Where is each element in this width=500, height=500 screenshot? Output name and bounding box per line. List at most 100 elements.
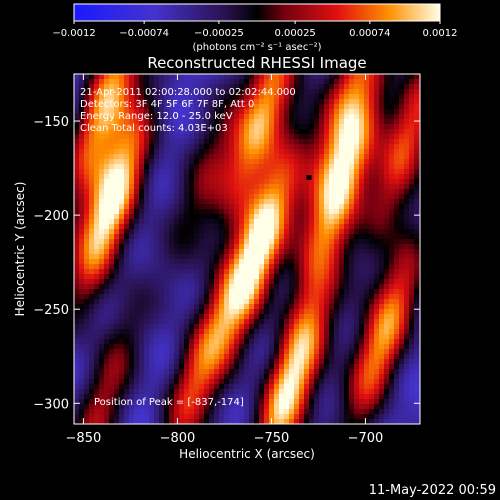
- heatmap-cell: [389, 139, 395, 145]
- heatmap-cell: [229, 314, 235, 320]
- heatmap-cell: [374, 159, 380, 165]
- heatmap-cell: [244, 384, 250, 390]
- heatmap-cell: [384, 189, 390, 195]
- heatmap-cell: [269, 134, 275, 140]
- heatmap-cell: [384, 279, 390, 285]
- heatmap-cell: [174, 179, 180, 185]
- heatmap-cell: [179, 379, 185, 385]
- heatmap-cell: [94, 234, 100, 240]
- heatmap-cell: [199, 129, 205, 135]
- heatmap-cell: [269, 264, 275, 270]
- heatmap-cell: [354, 129, 360, 135]
- heatmap-cell: [299, 79, 305, 85]
- heatmap-cell: [194, 104, 200, 110]
- heatmap-cell: [394, 184, 400, 190]
- heatmap-cell: [314, 274, 320, 280]
- heatmap-cell: [214, 154, 220, 160]
- heatmap-cell: [309, 419, 315, 424]
- heatmap-cell: [374, 109, 380, 115]
- heatmap-cell: [319, 254, 325, 260]
- heatmap-cell: [189, 194, 195, 200]
- heatmap-cell: [384, 179, 390, 185]
- heatmap-cell: [304, 329, 310, 335]
- heatmap-cell: [179, 154, 185, 160]
- heatmap-cell: [229, 414, 235, 420]
- heatmap-cell: [304, 244, 310, 250]
- heatmap-cell: [184, 279, 190, 285]
- heatmap-cell: [239, 139, 245, 145]
- heatmap-cell: [159, 254, 165, 260]
- heatmap-cell: [124, 164, 130, 170]
- heatmap-cell: [329, 244, 335, 250]
- heatmap-cell: [194, 274, 200, 280]
- heatmap-cell: [389, 379, 395, 385]
- heatmap-cell: [154, 394, 160, 400]
- heatmap-cell: [354, 419, 360, 424]
- heatmap-cell: [374, 284, 380, 290]
- heatmap-cell: [119, 134, 125, 140]
- heatmap-cell: [279, 414, 285, 420]
- heatmap-cell: [334, 194, 340, 200]
- heatmap-cell: [104, 404, 110, 410]
- heatmap-cell: [379, 409, 385, 415]
- heatmap-cell: [159, 174, 165, 180]
- heatmap-cell: [214, 129, 220, 135]
- heatmap-cell: [184, 129, 190, 135]
- heatmap-cell: [139, 294, 145, 300]
- heatmap-cell: [254, 179, 260, 185]
- heatmap-cell: [199, 314, 205, 320]
- heatmap-cell: [354, 84, 360, 90]
- heatmap-cell: [239, 169, 245, 175]
- heatmap-cell: [169, 184, 175, 190]
- heatmap-cell: [99, 164, 105, 170]
- heatmap-cell: [194, 379, 200, 385]
- heatmap-cell: [319, 374, 325, 380]
- heatmap-cell: [194, 194, 200, 200]
- heatmap-cell: [239, 354, 245, 360]
- heatmap-cell: [84, 134, 90, 140]
- heatmap-cell: [339, 219, 345, 225]
- heatmap-cell: [109, 244, 115, 250]
- heatmap-cell: [319, 154, 325, 160]
- heatmap-cell: [379, 299, 385, 305]
- heatmap-cell: [189, 374, 195, 380]
- heatmap-cell: [179, 224, 185, 230]
- heatmap-cell: [259, 189, 265, 195]
- heatmap-cell: [219, 194, 225, 200]
- heatmap-cell: [89, 234, 95, 240]
- heatmap-cell: [294, 419, 300, 424]
- heatmap-cell: [399, 339, 405, 345]
- heatmap-cell: [394, 394, 400, 400]
- heatmap-cell: [409, 199, 415, 205]
- heatmap-cell: [144, 139, 150, 145]
- heatmap-cell: [224, 99, 230, 105]
- heatmap-cell: [339, 204, 345, 210]
- heatmap-cell: [374, 314, 380, 320]
- heatmap-cell: [279, 349, 285, 355]
- heatmap-cell: [359, 164, 365, 170]
- heatmap-cell: [279, 329, 285, 335]
- heatmap-cell: [304, 219, 310, 225]
- heatmap-cell: [199, 339, 205, 345]
- heatmap-cell: [319, 224, 325, 230]
- heatmap-cell: [94, 394, 100, 400]
- heatmap-cell: [389, 84, 395, 90]
- heatmap-cell: [359, 224, 365, 230]
- heatmap-cell: [309, 139, 315, 145]
- heatmap-cell: [209, 204, 215, 210]
- heatmap-cell: [374, 269, 380, 275]
- heatmap-cell: [144, 414, 150, 420]
- heatmap-cell: [264, 379, 270, 385]
- heatmap-cell: [254, 294, 260, 300]
- heatmap-cell: [289, 339, 295, 345]
- heatmap-cell: [374, 294, 380, 300]
- heatmap-cell: [144, 169, 150, 175]
- heatmap-cell: [399, 404, 405, 410]
- heatmap-cell: [154, 399, 160, 405]
- heatmap-cell: [194, 294, 200, 300]
- heatmap-cell: [374, 189, 380, 195]
- heatmap-cell: [414, 99, 420, 105]
- heatmap-cell: [189, 84, 195, 90]
- heatmap-cell: [174, 124, 180, 130]
- heatmap-cell: [324, 379, 330, 385]
